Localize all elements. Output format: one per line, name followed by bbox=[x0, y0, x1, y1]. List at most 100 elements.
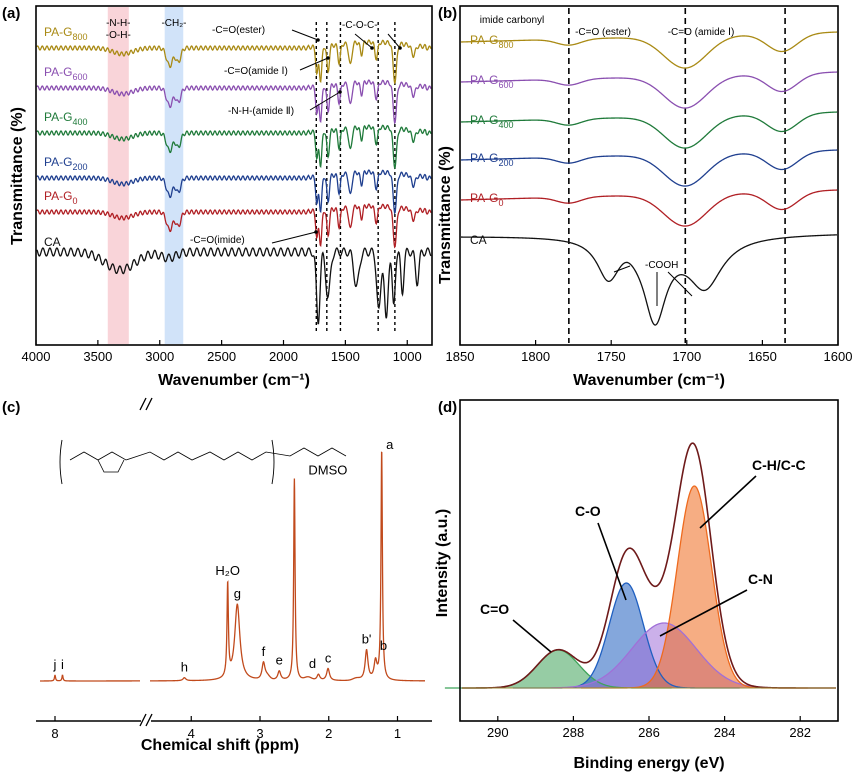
c-peak-label-6: d bbox=[309, 656, 316, 671]
a-arrowhead-1 bbox=[326, 56, 330, 60]
c-peak-label-11: i bbox=[61, 657, 64, 672]
a-annotation-1: -C=O(amide Ⅰ) bbox=[224, 66, 288, 77]
c-axis-break-1 bbox=[145, 713, 153, 727]
band-label-0: -N-H- bbox=[106, 18, 130, 29]
b-series-1 bbox=[460, 189, 838, 227]
b-series-0 bbox=[461, 234, 838, 326]
a-arrowhead-4 bbox=[398, 46, 402, 50]
b-arrow-2 bbox=[667, 271, 693, 297]
band-0 bbox=[107, 7, 129, 344]
a-xtick-label-4: 2000 bbox=[269, 349, 298, 364]
d-arrow-0 bbox=[512, 619, 552, 653]
b-xtick-label-3: 1700 bbox=[672, 349, 701, 364]
panel-d-label: (d) bbox=[438, 399, 457, 416]
panel-d: (d) 290 288 286 284 282 C=O C-O C-N C-H/C-C Bin… bbox=[434, 399, 839, 772]
a-annotation-4: -C=O(imide) bbox=[190, 235, 245, 246]
c-axis-break-0 bbox=[139, 713, 147, 727]
a-arrow-5 bbox=[271, 231, 317, 244]
a-xtick-label-3: 2500 bbox=[207, 349, 236, 364]
panel-b-frame bbox=[459, 5, 839, 346]
a-xtick-label-1: 3500 bbox=[83, 349, 112, 364]
b-xtick-label-2: 1750 bbox=[597, 349, 626, 364]
a-series-1 bbox=[36, 203, 432, 249]
panel-b: (b) 1850 1800 1750 1700 1650 1600 CA PA-G0 PA-G… bbox=[437, 5, 852, 389]
b-annotation: -COOH bbox=[645, 260, 678, 271]
panel-c: (c) 8 4 3 2 1 a DMSO H₂O g fe d c b' b h ij Chemical s… bbox=[2, 397, 432, 754]
d-component-label-1: C-O bbox=[575, 503, 601, 519]
a-arrowhead-5 bbox=[314, 230, 318, 234]
a-xtick-label-0: 4000 bbox=[22, 349, 51, 364]
a-legend-4: PA-G600 bbox=[44, 65, 87, 82]
d-component-fill-3 bbox=[580, 486, 808, 688]
a-annotation-3: -C-O-C- bbox=[342, 20, 378, 31]
panel-b-y-axis-label: Transmittance (%) bbox=[437, 146, 454, 284]
c-xtick-label-4: 1 bbox=[394, 726, 401, 741]
a-legend-0: CA bbox=[44, 235, 61, 249]
band-label-1: -CH₂- bbox=[161, 18, 186, 29]
c-peak-label-2: H₂O bbox=[215, 563, 240, 578]
a-series-0 bbox=[36, 247, 432, 325]
a-annotation-0: -C=O(ester) bbox=[212, 25, 265, 36]
panel-a-frame bbox=[35, 5, 433, 346]
panel-a-y-axis-label: Transmittance (%) bbox=[9, 107, 26, 245]
d-component-label-0: C=O bbox=[480, 601, 509, 617]
c-peak-label-1: DMSO bbox=[308, 462, 347, 477]
b-region-label-0: imide carbonyl bbox=[480, 15, 544, 26]
b-legend-5: PA-G800 bbox=[470, 33, 513, 50]
c-top-break-0 bbox=[139, 397, 147, 411]
b-series-3 bbox=[460, 111, 838, 149]
c-peak-label-9: b bbox=[380, 638, 387, 653]
a-series-3 bbox=[36, 124, 432, 170]
band-label2-0: -O-H- bbox=[106, 30, 131, 41]
panel-c-label: (c) bbox=[2, 399, 20, 416]
a-arrow-3 bbox=[354, 33, 373, 49]
b-region-label-2: -C=O (amide Ⅰ) bbox=[668, 27, 735, 38]
c-peak-label-8: b' bbox=[362, 632, 372, 647]
c-peak-label-4: f bbox=[262, 644, 266, 659]
d-arrow-3 bbox=[699, 475, 757, 529]
a-arrow-0 bbox=[291, 29, 319, 41]
d-xtick-label-3: 284 bbox=[714, 725, 736, 740]
b-legend-0: CA bbox=[470, 233, 487, 247]
structure-backbone bbox=[69, 447, 347, 461]
b-xtick-label-0: 1850 bbox=[446, 349, 475, 364]
a-arrowhead-2 bbox=[338, 90, 342, 94]
d-xtick-label-4: 282 bbox=[789, 725, 811, 740]
a-legend-3: PA-G400 bbox=[44, 110, 87, 127]
b-xtick-label-5: 1600 bbox=[824, 349, 853, 364]
structure-ring bbox=[97, 459, 125, 473]
c-peak-label-3: g bbox=[234, 586, 241, 601]
c-xtick-label-0: 8 bbox=[51, 726, 58, 741]
d-component-fill-0 bbox=[444, 650, 672, 688]
d-component-label-3: C-H/C-C bbox=[752, 457, 806, 473]
b-series-4 bbox=[460, 71, 838, 109]
c-top-break-1 bbox=[145, 397, 153, 411]
c-xtick-label-1: 4 bbox=[188, 726, 195, 741]
panel-a-x-axis-label: Wavenumber (cm⁻¹) bbox=[158, 372, 310, 389]
a-arrow-2 bbox=[309, 91, 341, 111]
a-arrow-4 bbox=[387, 33, 401, 49]
b-legend-3: PA-G400 bbox=[470, 113, 513, 130]
d-component-fill-1 bbox=[512, 583, 740, 688]
d-arrow-1 bbox=[597, 522, 627, 601]
b-xtick-label-4: 1650 bbox=[748, 349, 777, 364]
a-xtick-label-2: 3000 bbox=[145, 349, 174, 364]
band-1 bbox=[164, 7, 184, 344]
panel-a-label: (a) bbox=[2, 5, 20, 22]
structure-brackets bbox=[59, 439, 275, 485]
b-series-5 bbox=[460, 31, 838, 69]
b-xtick-label-1: 1800 bbox=[521, 349, 550, 364]
panel-b-x-axis-label: Wavenumber (cm⁻¹) bbox=[573, 372, 725, 389]
a-arrow-1 bbox=[299, 57, 329, 71]
panel-a: (a) 4000 3500 3000 2500 2000 1500 1000 CA PA-G0… bbox=[2, 5, 433, 389]
a-legend-1: PA-G0 bbox=[44, 189, 77, 206]
b-region-label-1: -C=O (ester) bbox=[575, 27, 631, 38]
panel-d-y-axis-label: Intensity (a.u.) bbox=[434, 509, 451, 617]
c-peak-label-0: a bbox=[386, 437, 394, 452]
a-xtick-label-5: 1500 bbox=[331, 349, 360, 364]
d-component-label-2: C-N bbox=[748, 571, 773, 587]
molecular-structure bbox=[59, 439, 347, 485]
panel-b-label: (b) bbox=[438, 5, 457, 22]
c-xtick-label-2: 3 bbox=[256, 726, 263, 741]
